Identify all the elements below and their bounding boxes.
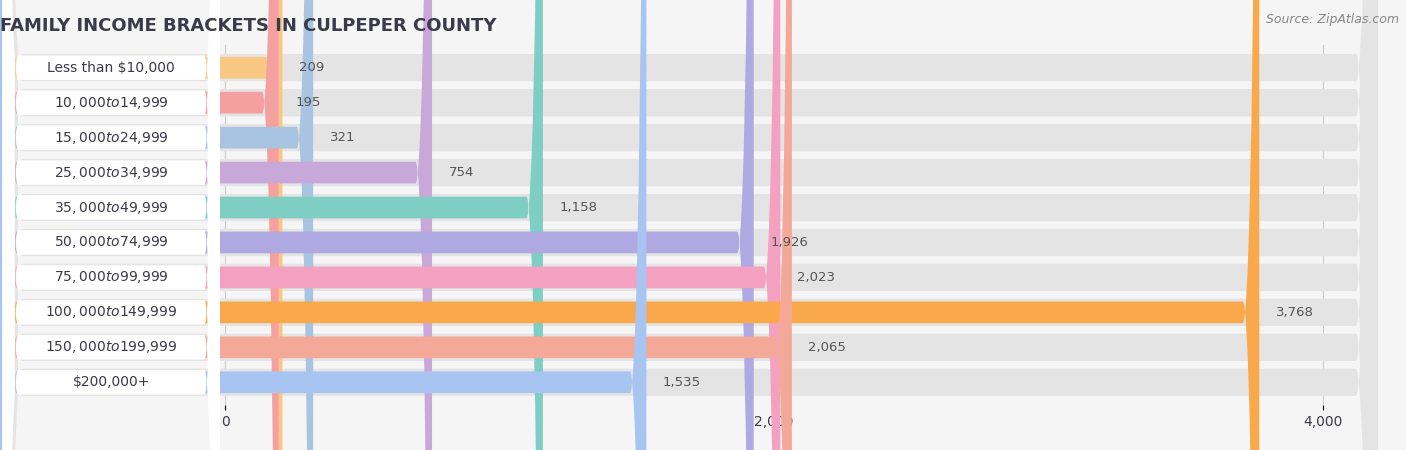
FancyBboxPatch shape bbox=[3, 0, 219, 450]
Text: $25,000 to $34,999: $25,000 to $34,999 bbox=[53, 165, 169, 180]
Text: $150,000 to $199,999: $150,000 to $199,999 bbox=[45, 339, 177, 356]
Text: $200,000+: $200,000+ bbox=[73, 375, 150, 389]
FancyBboxPatch shape bbox=[3, 0, 219, 450]
Text: $15,000 to $24,999: $15,000 to $24,999 bbox=[53, 130, 169, 146]
FancyBboxPatch shape bbox=[3, 0, 219, 450]
Text: 3,768: 3,768 bbox=[1275, 306, 1313, 319]
Text: Source: ZipAtlas.com: Source: ZipAtlas.com bbox=[1265, 14, 1399, 27]
Text: $10,000 to $14,999: $10,000 to $14,999 bbox=[53, 94, 169, 111]
Text: 321: 321 bbox=[329, 131, 356, 144]
FancyBboxPatch shape bbox=[3, 0, 219, 450]
FancyBboxPatch shape bbox=[0, 0, 754, 450]
FancyBboxPatch shape bbox=[3, 0, 219, 450]
FancyBboxPatch shape bbox=[0, 0, 543, 450]
Text: $100,000 to $149,999: $100,000 to $149,999 bbox=[45, 304, 177, 320]
Text: 209: 209 bbox=[299, 61, 325, 74]
FancyBboxPatch shape bbox=[0, 0, 1260, 450]
FancyBboxPatch shape bbox=[3, 0, 219, 450]
Text: $50,000 to $74,999: $50,000 to $74,999 bbox=[53, 234, 169, 251]
FancyBboxPatch shape bbox=[3, 0, 219, 450]
FancyBboxPatch shape bbox=[0, 0, 314, 450]
Text: 1,535: 1,535 bbox=[662, 376, 702, 389]
Text: 754: 754 bbox=[449, 166, 474, 179]
FancyBboxPatch shape bbox=[0, 0, 647, 450]
Text: $35,000 to $49,999: $35,000 to $49,999 bbox=[53, 199, 169, 216]
FancyBboxPatch shape bbox=[0, 0, 278, 450]
Text: 2,065: 2,065 bbox=[808, 341, 846, 354]
Text: FAMILY INCOME BRACKETS IN CULPEPER COUNTY: FAMILY INCOME BRACKETS IN CULPEPER COUNT… bbox=[0, 17, 496, 35]
Text: 1,926: 1,926 bbox=[770, 236, 808, 249]
FancyBboxPatch shape bbox=[0, 0, 792, 450]
FancyBboxPatch shape bbox=[3, 0, 219, 450]
Text: 1,158: 1,158 bbox=[560, 201, 598, 214]
FancyBboxPatch shape bbox=[0, 0, 780, 450]
FancyBboxPatch shape bbox=[0, 0, 432, 450]
FancyBboxPatch shape bbox=[3, 0, 219, 450]
Text: 2,023: 2,023 bbox=[797, 271, 835, 284]
FancyBboxPatch shape bbox=[0, 0, 283, 450]
Text: $75,000 to $99,999: $75,000 to $99,999 bbox=[53, 270, 169, 285]
FancyBboxPatch shape bbox=[3, 0, 219, 450]
Text: 195: 195 bbox=[295, 96, 321, 109]
Text: Less than $10,000: Less than $10,000 bbox=[48, 61, 174, 75]
